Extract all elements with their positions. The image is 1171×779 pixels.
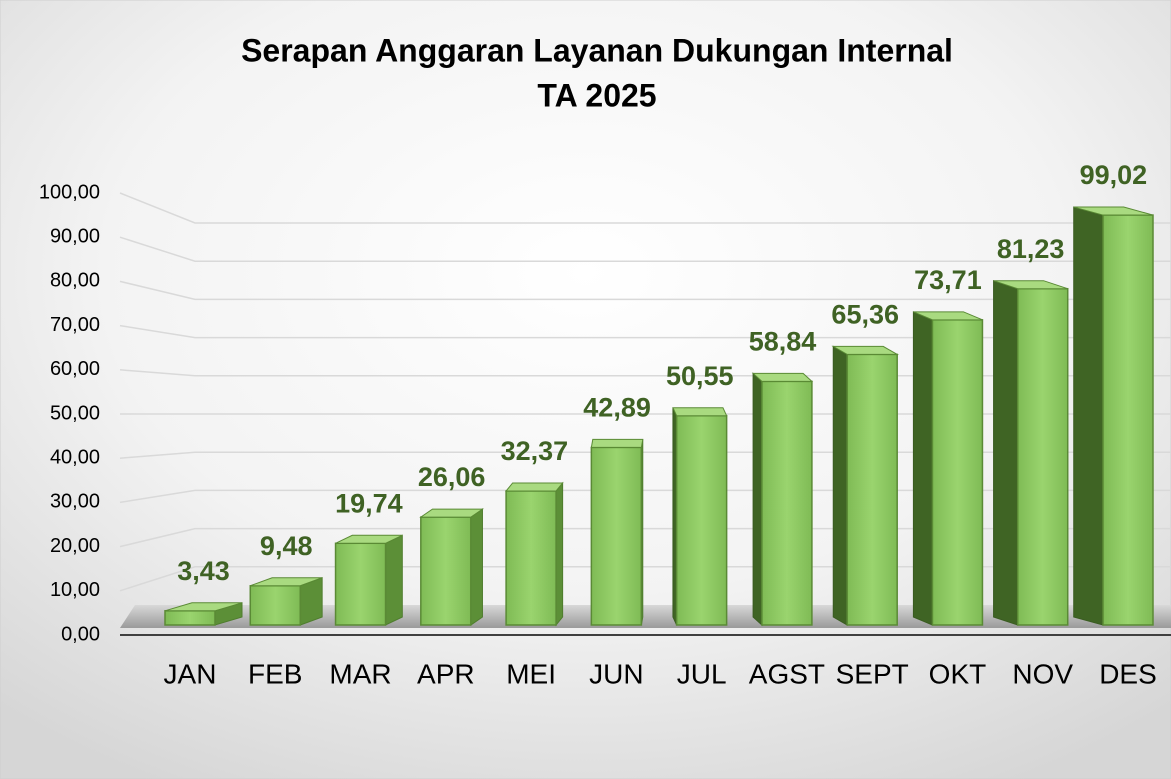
x-tick-label: MAR (329, 658, 391, 689)
data-label: 50,55 (666, 361, 734, 391)
y-tick-label: 80,00 (50, 270, 100, 292)
y-tick-label: 30,00 (50, 491, 100, 513)
data-label: 81,23 (997, 234, 1065, 264)
data-label: 26,06 (418, 462, 486, 492)
grid-line (119, 280, 1171, 301)
x-tick-label: OKT (929, 658, 987, 689)
x-tick-label: JAN (164, 658, 217, 689)
data-label: 73,71 (914, 265, 982, 295)
data-label: 42,89 (583, 393, 651, 423)
x-tick-label: JUN (589, 658, 643, 689)
x-tick-label: SEPT (836, 658, 909, 689)
bar-side (912, 311, 933, 626)
bar (505, 490, 557, 626)
data-label: 32,37 (501, 436, 569, 466)
bar (846, 353, 898, 626)
bar-top (913, 311, 983, 321)
bar (590, 446, 643, 626)
x-tick-label: FEB (248, 658, 302, 689)
bar-top (751, 372, 814, 382)
bar-side (993, 280, 1019, 626)
x-tick-label: JUL (677, 658, 727, 689)
data-label: 99,02 (1080, 160, 1148, 190)
bar-side (555, 481, 564, 627)
bar-top (672, 407, 728, 417)
x-tick-label: AGST (749, 658, 825, 689)
bar-side (470, 508, 483, 626)
bar (931, 319, 984, 626)
grid-line (119, 324, 1171, 339)
bar-top (335, 534, 403, 544)
y-tick-label: 90,00 (50, 225, 100, 247)
bar-side (752, 372, 763, 627)
bar-top (1073, 206, 1154, 216)
y-tick-label: 20,00 (50, 535, 100, 557)
y-tick-label: 0,00 (61, 623, 100, 645)
grid-line (119, 236, 1171, 262)
bar-side (385, 534, 403, 626)
y-tick-label: 100,00 (39, 181, 100, 203)
data-label: 19,74 (335, 488, 403, 518)
grid-line (119, 192, 1171, 224)
bar (1102, 214, 1154, 626)
data-label: 3,43 (177, 556, 230, 586)
data-label: 65,36 (831, 300, 899, 330)
bar (164, 610, 216, 626)
bar (334, 542, 387, 626)
bar-side (832, 345, 848, 626)
bar-top (993, 280, 1068, 290)
bar (420, 516, 472, 626)
bar (249, 585, 302, 626)
y-tick-label: 50,00 (50, 402, 100, 424)
bar-top (590, 438, 644, 448)
bar-top (250, 577, 323, 587)
chart-subtitle: TA 2025 (537, 77, 656, 113)
x-tick-label: APR (417, 658, 475, 689)
bar-top (831, 345, 900, 355)
bar-top (419, 508, 485, 518)
data-label: 58,84 (749, 327, 817, 357)
x-tick-label: DES (1099, 658, 1157, 689)
bar-top (164, 602, 243, 612)
bar (675, 414, 728, 626)
bar-top (505, 482, 564, 492)
y-tick-label: 70,00 (50, 314, 100, 336)
data-label: 9,48 (260, 531, 313, 561)
y-tick-label: 40,00 (50, 446, 100, 468)
bar (761, 380, 813, 626)
bar-side (1073, 206, 1104, 626)
chart-title: Serapan Anggaran Layanan Dukungan Intern… (241, 32, 953, 68)
bar (1016, 287, 1069, 626)
x-tick-label: NOV (1012, 658, 1073, 689)
x-tick-label: MEI (506, 658, 556, 689)
y-tick-label: 60,00 (50, 358, 100, 380)
y-tick-label: 10,00 (50, 579, 100, 601)
